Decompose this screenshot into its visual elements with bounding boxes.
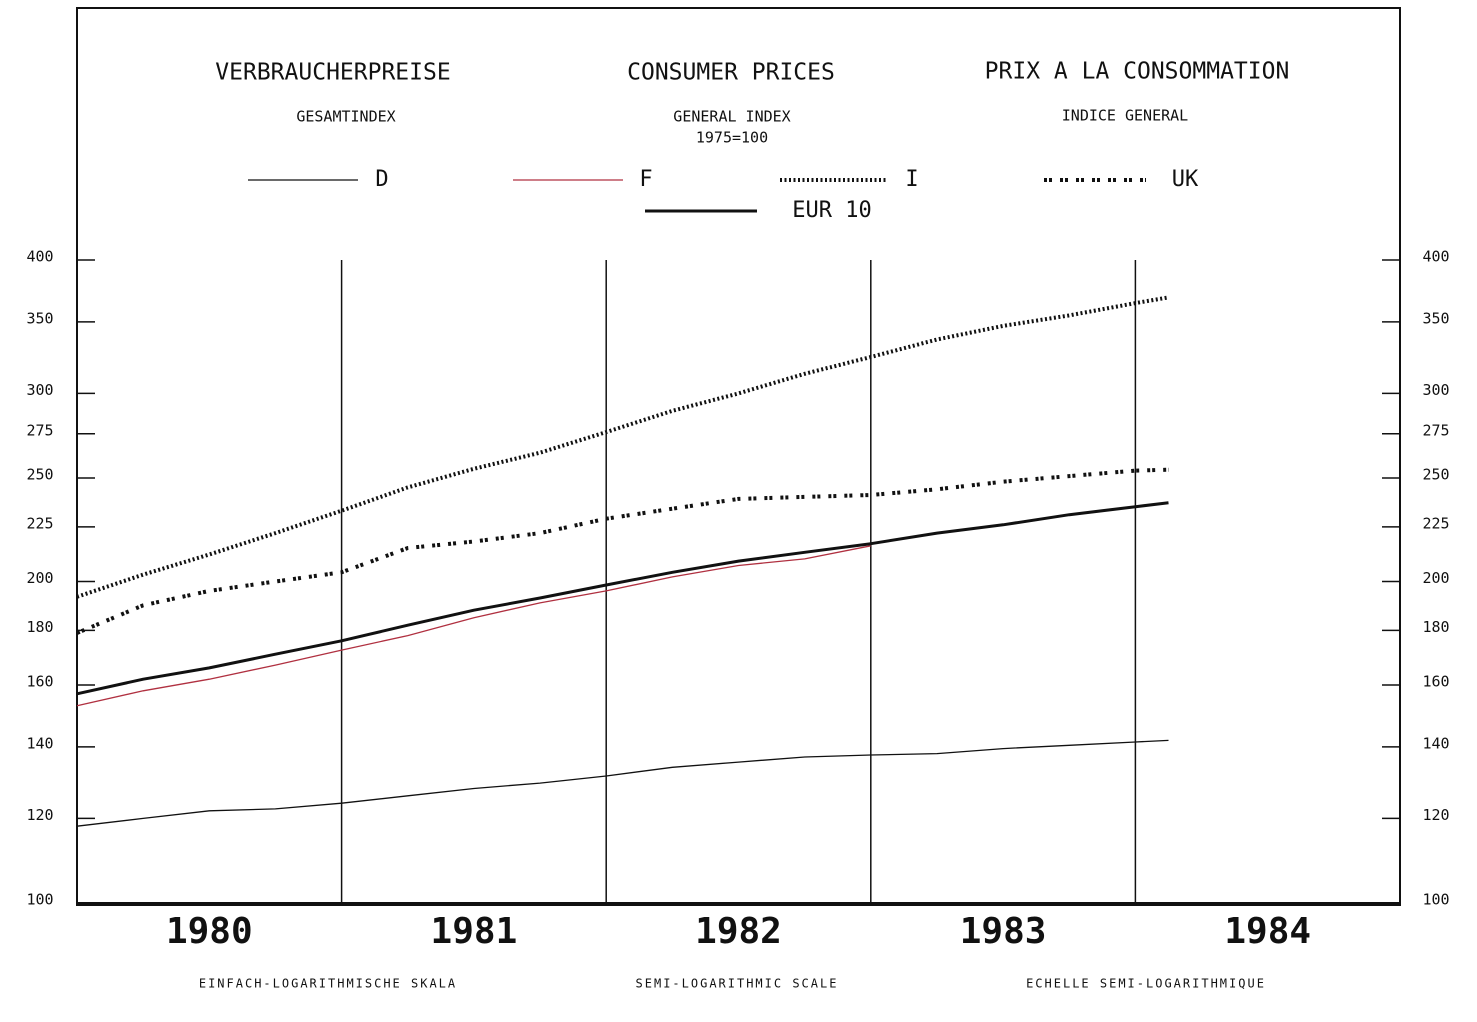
y2-tick-label: 300 [1422, 381, 1449, 399]
y2-tick-label: 160 [1422, 672, 1449, 690]
base-note: 1975=100 [696, 129, 768, 147]
x-axis-label: EINFACH-LOGARITHMISCHE SKALA [199, 977, 457, 991]
y-tick-label: 180 [26, 618, 53, 636]
y2-tick-label: 100 [1422, 891, 1449, 909]
x-tick-label: 1982 [695, 911, 782, 952]
y2-tick-label: 225 [1422, 514, 1449, 532]
y2-tick-label: 350 [1422, 309, 1449, 327]
y-tick-label: 120 [26, 806, 53, 824]
legend-label: D [375, 167, 388, 192]
y2-tick-label: 275 [1422, 421, 1449, 439]
y2-tick-label: 200 [1422, 569, 1449, 587]
y-tick-label: 140 [26, 734, 53, 752]
y-tick-label: 350 [26, 309, 53, 327]
title: CONSUMER PRICES [627, 60, 835, 86]
y2-tick-label: 180 [1422, 618, 1449, 636]
subtitle: GESAMTINDEX [296, 108, 395, 126]
legend-label: EUR 10 [792, 198, 871, 223]
y-tick-label: 200 [26, 569, 53, 587]
y2-tick-label: 250 [1422, 466, 1449, 484]
y-tick-label: 250 [26, 466, 53, 484]
x-axis-label: ECHELLE SEMI-LOGARITHMIQUE [1026, 977, 1266, 991]
y-tick-label: 275 [26, 421, 53, 439]
y-tick-label: 160 [26, 672, 53, 690]
y2-tick-label: 120 [1422, 806, 1449, 824]
x-axis-label: SEMI-LOGARITHMIC SCALE [636, 977, 839, 991]
legend-label: UK [1172, 167, 1199, 192]
series-line [76, 739, 1169, 827]
series-line [76, 467, 1169, 635]
legend-label: F [639, 167, 652, 192]
series-line [76, 545, 871, 707]
y-tick-label: 300 [26, 381, 53, 399]
y-tick-label: 225 [26, 514, 53, 532]
x-tick-label: 1980 [166, 911, 253, 952]
x-tick-label: 1981 [431, 911, 518, 952]
series-line [76, 295, 1169, 599]
frame [76, 7, 1401, 906]
legend-label: I [905, 167, 918, 192]
y-tick-label: 100 [26, 891, 53, 909]
y2-tick-label: 400 [1422, 248, 1449, 266]
subtitle: INDICE GENERAL [1062, 107, 1188, 125]
y-tick-label: 400 [26, 248, 53, 266]
title: PRIX A LA CONSOMMATION [985, 59, 1290, 85]
title: VERBRAUCHERPREISE [215, 60, 450, 86]
series-line [76, 501, 1169, 696]
x-tick-label: 1984 [1224, 911, 1311, 952]
x-tick-label: 1983 [960, 911, 1047, 952]
subtitle: GENERAL INDEX [673, 108, 790, 126]
y2-tick-label: 140 [1422, 734, 1449, 752]
